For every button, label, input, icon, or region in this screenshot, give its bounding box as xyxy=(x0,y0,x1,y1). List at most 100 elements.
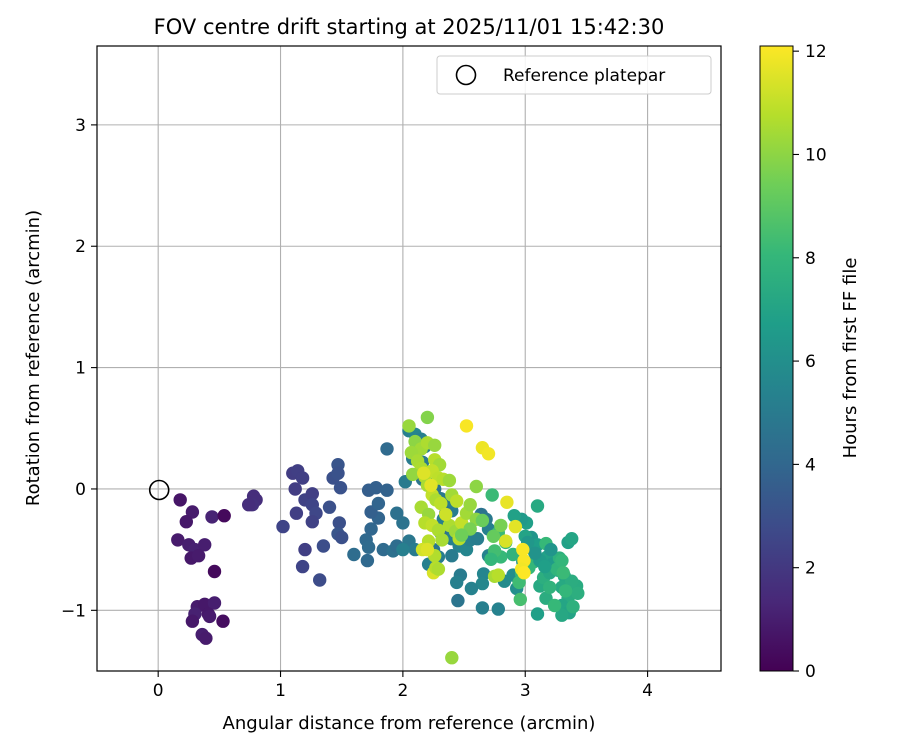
y-axis-label: Rotation from reference (arcmin) xyxy=(23,210,44,506)
scatter-point xyxy=(313,573,327,587)
scatter-point xyxy=(198,538,212,552)
reference-platepar-marker xyxy=(148,479,170,501)
scatter-point xyxy=(491,602,505,616)
scatter-point xyxy=(434,496,448,511)
scatter-point xyxy=(347,547,361,562)
scatter-point xyxy=(486,529,501,543)
colorbar-ticks: 0 2 4 6 8 10 12 xyxy=(793,42,827,682)
scatter-point xyxy=(494,518,508,533)
scatter-point xyxy=(316,539,331,553)
scatter-point xyxy=(464,581,479,596)
scatter-point xyxy=(485,488,499,502)
plot-area-background xyxy=(97,46,721,671)
y-tick-label: 2 xyxy=(75,237,86,257)
scatter-point xyxy=(445,549,459,563)
scatter-point xyxy=(459,419,474,433)
scatter-point xyxy=(242,498,256,512)
scatter-point xyxy=(295,559,310,574)
scatter-point xyxy=(305,515,319,529)
scatter-point xyxy=(298,542,312,557)
scatter-point xyxy=(179,515,193,529)
scatter-point xyxy=(185,505,200,519)
scatter-point xyxy=(207,564,222,579)
scatter-point xyxy=(380,442,394,456)
scatter-point xyxy=(380,483,394,497)
scatter-point xyxy=(276,519,290,534)
x-tick-label: 0 xyxy=(153,681,164,701)
scatter-point xyxy=(530,499,545,513)
scatter-point xyxy=(469,479,483,494)
scatter-point xyxy=(454,528,469,542)
scatter-point xyxy=(475,513,490,528)
scatter-point xyxy=(507,509,521,523)
scatter-point xyxy=(332,516,346,530)
scatter-point xyxy=(463,498,477,512)
scatter-point xyxy=(556,566,570,580)
colorbar-tick-label: 6 xyxy=(805,352,816,372)
scatter-point xyxy=(171,533,185,547)
scatter-point xyxy=(475,576,490,591)
colorbar xyxy=(759,45,794,672)
scatter-point xyxy=(558,584,573,598)
scatter-point xyxy=(406,467,420,482)
scatter-point xyxy=(371,496,386,511)
scatter-point xyxy=(470,532,485,546)
scatter-point xyxy=(513,592,527,607)
scatter-point xyxy=(335,530,349,545)
x-axis-ticks: 0 1 2 3 4 xyxy=(153,671,653,701)
scatter-point xyxy=(528,546,542,560)
x-tick-label: 4 xyxy=(642,681,653,701)
x-axis-label: Angular distance from reference (arcmin) xyxy=(223,713,596,734)
y-tick-label: 1 xyxy=(75,359,86,379)
colorbar-tick-label: 10 xyxy=(805,145,827,165)
legend: Reference platepar xyxy=(436,55,712,95)
scatter-point xyxy=(555,553,569,568)
x-tick-label: 2 xyxy=(397,681,408,701)
scatter-point xyxy=(491,568,505,582)
legend-box xyxy=(436,55,712,95)
scatter-point xyxy=(565,532,579,546)
scatter-point xyxy=(476,567,491,581)
scatter-point xyxy=(566,600,580,614)
colorbar-tick-label: 4 xyxy=(805,455,816,475)
scatter-point xyxy=(396,516,410,530)
scatter-point xyxy=(435,533,449,547)
scatter-point xyxy=(530,607,545,621)
scatter-point xyxy=(543,580,557,594)
colorbar-tick-label: 8 xyxy=(805,249,816,269)
scatter-point xyxy=(191,549,206,563)
chart-title: FOV centre drift starting at 2025/11/01 … xyxy=(154,15,665,39)
scatter-point xyxy=(450,494,464,508)
scatter-point xyxy=(420,542,435,557)
y-tick-label: 0 xyxy=(75,480,86,500)
scatter-point xyxy=(331,466,345,480)
x-tick-label: 1 xyxy=(275,681,286,701)
scatter-point xyxy=(445,651,459,665)
scatter-point xyxy=(439,507,453,522)
scatter-point xyxy=(185,614,200,628)
scatter-point xyxy=(571,586,585,600)
y-tick-label: −1 xyxy=(61,601,86,621)
scatter-point xyxy=(402,419,416,433)
colorbar-tick-label: 0 xyxy=(805,662,816,682)
scatter-point xyxy=(396,542,410,557)
scatter-point xyxy=(289,506,304,520)
scatter-point xyxy=(369,481,383,495)
colorbar-label: Hours from first FF file xyxy=(840,258,861,459)
scatter-point xyxy=(424,478,438,492)
scatter-point xyxy=(484,552,498,566)
scatter-point xyxy=(216,614,230,628)
scatter-point xyxy=(217,509,231,523)
scatter-point xyxy=(390,506,404,520)
scatter-point xyxy=(322,500,337,514)
x-tick-label: 3 xyxy=(520,681,531,701)
scatter-point xyxy=(173,493,187,507)
scatter-point xyxy=(499,534,513,548)
legend-entry-reference-platepar: Reference platepar xyxy=(503,66,665,86)
legend-reference-marker xyxy=(455,64,477,86)
scatter-points xyxy=(171,410,585,665)
scatter-point xyxy=(431,562,446,576)
scatter-point xyxy=(442,473,457,488)
colorbar-tick-label: 2 xyxy=(805,559,816,579)
